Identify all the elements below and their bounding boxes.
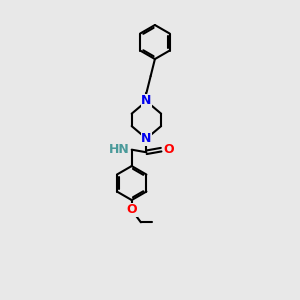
- Text: O: O: [126, 203, 137, 216]
- Text: HN: HN: [109, 143, 129, 156]
- Text: N: N: [141, 132, 152, 146]
- Text: O: O: [164, 143, 174, 156]
- Text: N: N: [141, 94, 152, 107]
